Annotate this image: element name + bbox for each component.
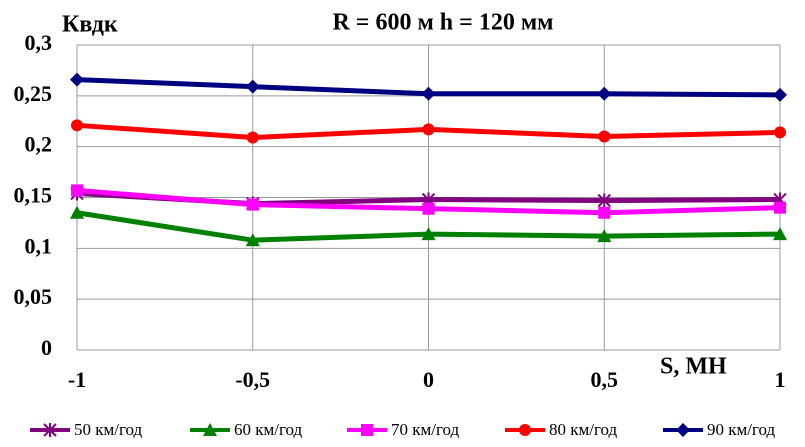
marker xyxy=(597,193,611,208)
x-tick-label: -0,5 xyxy=(235,367,270,392)
marker xyxy=(245,233,260,247)
x-axis-label: S, МН xyxy=(660,354,727,380)
legend-label: 80 км/год xyxy=(549,420,618,439)
y-tick-label: 0,05 xyxy=(14,284,53,309)
marker xyxy=(597,229,612,243)
marker xyxy=(421,227,436,241)
legend-label: 60 км/год xyxy=(234,420,303,439)
marker xyxy=(246,198,259,211)
marker xyxy=(774,201,786,214)
marker xyxy=(598,206,611,219)
marker xyxy=(71,119,83,132)
marker xyxy=(71,184,83,197)
y-tick-label: 0 xyxy=(41,335,52,360)
marker xyxy=(422,202,435,215)
marker xyxy=(422,123,435,136)
legend-marker xyxy=(43,423,57,437)
legend-label: 90 км/год xyxy=(707,420,776,439)
marker xyxy=(246,131,259,144)
marker xyxy=(70,205,84,219)
x-tick-label: 1 xyxy=(775,367,786,392)
legend-label: 70 км/год xyxy=(391,420,460,439)
y-tick-label: 0,15 xyxy=(14,183,53,208)
marker xyxy=(773,227,787,241)
marker xyxy=(245,79,260,94)
legend-marker xyxy=(203,423,217,436)
x-tick-label: 0,5 xyxy=(591,367,619,392)
marker xyxy=(598,130,611,143)
marker xyxy=(773,87,787,102)
legend-marker xyxy=(361,424,373,436)
x-tick-label: -1 xyxy=(68,367,86,392)
marker xyxy=(774,126,786,139)
legend-marker xyxy=(676,423,690,437)
chart-title: R = 600 м h = 120 мм xyxy=(332,10,553,36)
y-tick-label: 0,2 xyxy=(25,132,53,157)
legend-label: 50 км/год xyxy=(74,420,143,439)
marker xyxy=(70,72,84,87)
y-tick-label: 0,25 xyxy=(14,81,53,106)
legend-marker xyxy=(519,424,531,436)
y-tick-label: 0,3 xyxy=(25,30,53,55)
marker xyxy=(421,86,436,101)
x-tick-label: 0 xyxy=(423,367,434,392)
marker xyxy=(597,86,612,101)
y-axis-label: Квдк xyxy=(62,12,118,38)
y-tick-label: 0,1 xyxy=(25,233,53,258)
